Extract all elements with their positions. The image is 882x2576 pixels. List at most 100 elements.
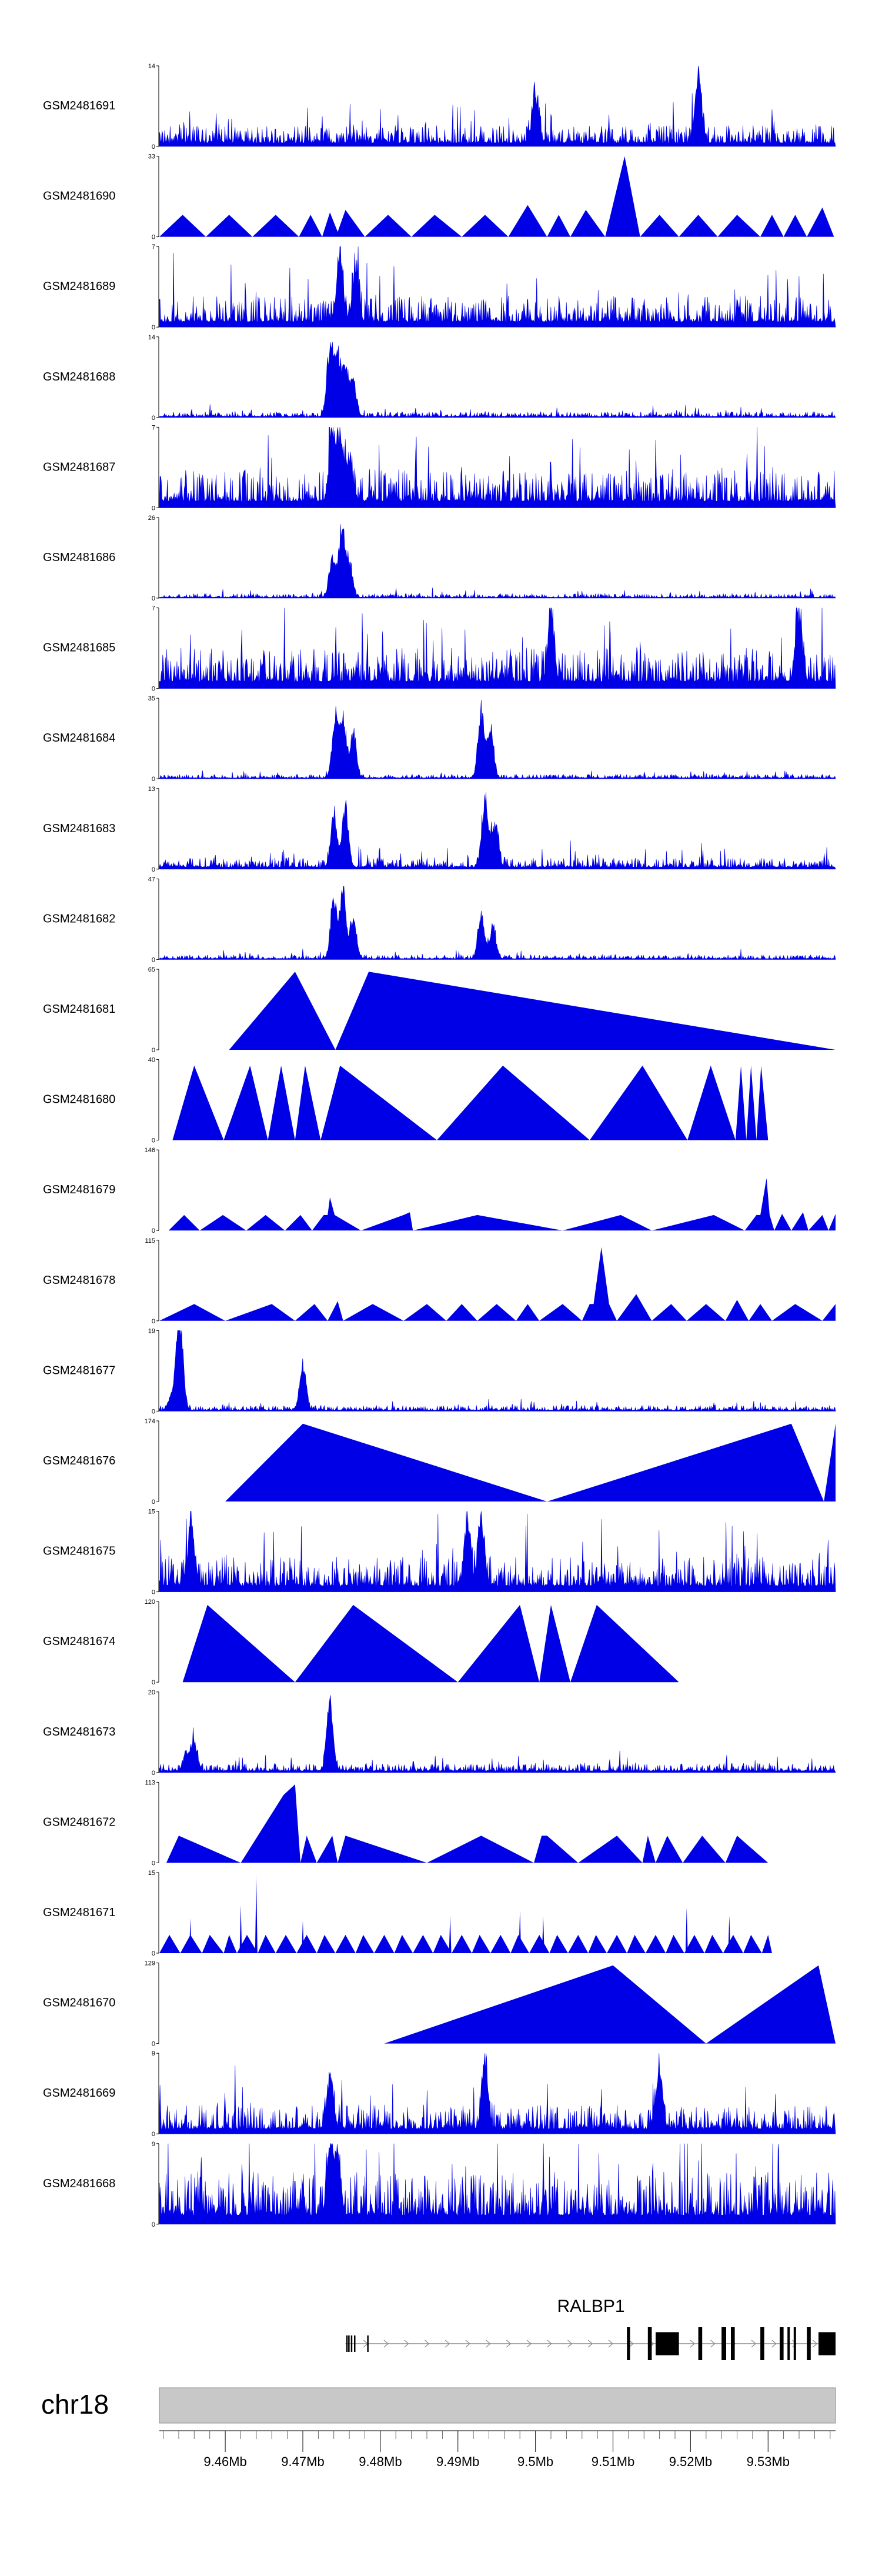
coverage-area <box>168 1178 836 1231</box>
y-tick-label-zero: 0 <box>152 595 155 602</box>
track-label: GSM2481684 <box>43 732 115 745</box>
x-tick-label: 9.46Mb <box>203 2454 246 2469</box>
track-GSM2481675: GSM2481675 15 0 <box>43 1509 836 1596</box>
y-tick-label-max: 7 <box>152 243 155 251</box>
track-label: GSM2481681 <box>43 1003 115 1016</box>
y-tick-label-zero: 0 <box>152 1589 155 1596</box>
intron-arrow <box>812 2340 818 2348</box>
y-tick-label-max: 9 <box>152 2050 155 2057</box>
track-GSM2481687: GSM2481687 7 0 <box>43 424 836 512</box>
track-label: GSM2481675 <box>43 1545 115 1558</box>
coverage-peak <box>255 1875 258 1953</box>
track-GSM2481686: GSM2481686 26 0 <box>43 515 836 602</box>
exon <box>731 2327 735 2360</box>
exon <box>698 2327 703 2360</box>
coverage-area <box>159 342 836 418</box>
y-tick-label-max: 14 <box>148 63 155 70</box>
y-tick-label-zero: 0 <box>152 1318 155 1325</box>
track-label: GSM2481687 <box>43 461 115 473</box>
coverage-area <box>159 246 836 328</box>
intron-arrow <box>567 2340 573 2348</box>
y-tick-label-max: 120 <box>145 1599 155 1606</box>
x-tick-label: 9.53Mb <box>747 2454 790 2469</box>
y-tick-label-zero: 0 <box>152 1047 155 1054</box>
track-label: GSM2481683 <box>43 822 115 835</box>
track-label: GSM2481677 <box>43 1364 115 1377</box>
coverage-peak <box>728 1916 731 1953</box>
track-label: GSM2481685 <box>43 642 115 655</box>
intron-arrow <box>710 2340 716 2348</box>
coverage-area <box>159 886 836 960</box>
y-tick-label-max: 146 <box>145 1147 155 1154</box>
y-tick-label-zero: 0 <box>152 2041 155 2048</box>
x-tick-label: 9.5Mb <box>517 2454 553 2469</box>
coverage-area <box>159 65 836 147</box>
exon <box>793 2327 796 2360</box>
coverage-area <box>182 1604 679 1683</box>
x-tick-label: 9.48Mb <box>359 2454 402 2469</box>
intron-arrow <box>629 2340 634 2348</box>
y-tick-label-zero: 0 <box>152 686 155 693</box>
track-GSM2481682: GSM2481682 47 0 <box>43 876 836 963</box>
chromosome-label: chr18 <box>41 2389 109 2420</box>
track-GSM2481678: GSM2481678 115 0 <box>43 1237 836 1325</box>
exon <box>367 2335 369 2352</box>
y-tick-label-max: 19 <box>148 1327 155 1334</box>
track-GSM2481691: GSM2481691 14 0 <box>43 63 836 151</box>
track-GSM2481681: GSM2481681 65 0 <box>43 966 836 1054</box>
y-tick-label-zero: 0 <box>152 1679 155 1686</box>
coverage-peak <box>449 1916 452 1953</box>
coverage-area <box>159 427 836 508</box>
track-GSM2481683: GSM2481683 13 0 <box>43 786 836 873</box>
x-tick-label: 9.51Mb <box>592 2454 634 2469</box>
y-tick-label-zero: 0 <box>152 2221 155 2228</box>
track-label: GSM2481689 <box>43 280 115 293</box>
track-GSM2481684: GSM2481684 35 0 <box>43 695 836 783</box>
y-tick-label-zero: 0 <box>152 866 155 873</box>
y-tick-label-zero: 0 <box>152 1499 155 1506</box>
coverage-area <box>159 524 836 599</box>
intron-arrow <box>526 2340 532 2348</box>
coverage-area <box>159 1511 836 1592</box>
y-tick-label-max: 33 <box>148 154 155 161</box>
track-GSM2481670: GSM2481670 129 0 <box>43 1960 836 2048</box>
track-label: GSM2481690 <box>43 190 115 203</box>
track-GSM2481690: GSM2481690 33 0 <box>43 154 834 241</box>
exon <box>354 2335 356 2352</box>
coverage-area <box>159 1330 836 1412</box>
genome-axis-track: chr18 9.46Mb 9.47Mb 9.48Mb 9.49Mb 9.5Mb 9.51M… <box>41 2387 836 2469</box>
coverage-area <box>384 1965 836 2044</box>
y-tick-label-zero: 0 <box>152 1770 155 1777</box>
track-label: GSM2481673 <box>43 1726 115 1739</box>
exon <box>818 2332 836 2355</box>
gene-model-ralbp1 <box>345 2327 836 2360</box>
intron-arrow <box>383 2340 389 2348</box>
y-tick-label-max: 7 <box>152 605 155 612</box>
track-label: GSM2481670 <box>43 1997 115 2010</box>
coverage-peak <box>239 1904 242 1953</box>
exon <box>780 2327 784 2360</box>
exon <box>627 2327 630 2360</box>
y-tick-label-max: 13 <box>148 786 155 793</box>
track-label: GSM2481678 <box>43 1274 115 1287</box>
coverage-tracks: GSM2481691140GSM2481690330GSM248168970GS… <box>43 63 836 2228</box>
y-tick-label-zero: 0 <box>152 1860 155 1867</box>
exon <box>787 2327 790 2360</box>
coverage-area <box>159 1695 836 1773</box>
y-tick-label-max: 115 <box>145 1237 155 1244</box>
intron-arrow <box>771 2340 777 2348</box>
y-tick-label-zero: 0 <box>152 956 155 963</box>
intron-arrow <box>751 2340 757 2348</box>
y-tick-label-max: 174 <box>145 1418 155 1425</box>
track-GSM2481679: GSM2481679 146 0 <box>43 1147 836 1234</box>
track-label: GSM2481686 <box>43 551 115 564</box>
x-tick-label: 9.47Mb <box>281 2454 324 2469</box>
y-tick-label-max: 26 <box>148 515 155 522</box>
y-tick-label-max: 9 <box>152 2141 155 2148</box>
coverage-area <box>159 156 834 237</box>
intron-arrow <box>587 2340 593 2348</box>
y-tick-label-max: 35 <box>148 695 155 702</box>
track-GSM2481688: GSM2481688 14 0 <box>43 334 836 422</box>
track-GSM2481671: GSM2481671 15 0 <box>43 1870 772 1957</box>
